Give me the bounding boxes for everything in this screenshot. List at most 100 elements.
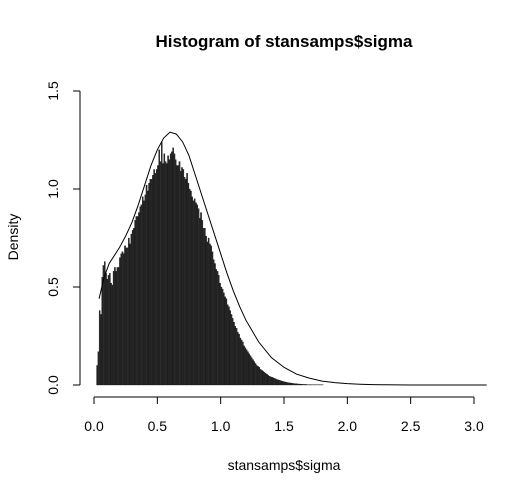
histogram-bar (262, 371, 264, 386)
x-tick-label: 2.5 (401, 418, 421, 434)
chart-title: Histogram of stansamps$sigma (156, 32, 414, 51)
histogram-bar (285, 381, 287, 386)
y-axis-label: Density (5, 214, 21, 261)
y-tick-label: 1.0 (45, 179, 61, 199)
histogram-bar (272, 377, 274, 386)
histogram-bar (196, 204, 198, 386)
histogram-bar (199, 218, 201, 386)
histogram-bar (164, 161, 167, 386)
histogram-bar (130, 233, 133, 386)
histogram-bar (193, 198, 196, 386)
x-tick-label: 0.0 (84, 418, 104, 434)
histogram-bar (212, 259, 215, 386)
histogram-bar (149, 179, 152, 386)
histogram-bar (302, 384, 305, 386)
histogram-bar (256, 365, 258, 386)
histogram-bar (282, 381, 285, 386)
histogram-bar (116, 267, 119, 386)
histogram-bar (253, 361, 255, 386)
histogram-bar (154, 173, 157, 386)
histogram-bar (216, 271, 219, 386)
histogram-bar (98, 310, 101, 386)
histogram-bar (276, 379, 278, 386)
histogram-bar (205, 235, 207, 386)
histogram-bar (183, 177, 186, 386)
histogram-bar (163, 153, 166, 386)
histogram-bar (115, 271, 117, 386)
histogram-bar (125, 247, 128, 386)
histogram-bar (169, 153, 172, 386)
x-axis: 0.0 0.5 1.0 1.5 2.0 2.5 3.0 (84, 396, 484, 434)
histogram-bar (247, 351, 249, 386)
histogram-bar (185, 179, 187, 386)
histogram-bar (126, 247, 129, 386)
histogram-bar (292, 383, 295, 386)
histogram-bar (182, 169, 185, 386)
density-curve (98, 131, 487, 386)
histogram-bar (135, 216, 138, 386)
x-tick-label: 2.0 (338, 418, 358, 434)
histogram-bar (269, 376, 272, 386)
histogram-bar (159, 161, 162, 386)
histogram-bar (96, 365, 98, 386)
histogram-bar (176, 165, 178, 386)
x-tick-label: 3.0 (464, 418, 484, 434)
histogram-bar (239, 337, 242, 386)
histogram-bar (223, 292, 225, 386)
histogram-bar (301, 384, 304, 386)
histogram-bar (267, 375, 269, 386)
histogram-bar (147, 190, 149, 386)
histogram-bar (143, 200, 145, 386)
histogram-bar (187, 182, 190, 386)
histogram-bar (153, 169, 155, 386)
histogram-bar (112, 271, 115, 386)
histogram-bar (209, 243, 211, 386)
histogram-bar (131, 230, 134, 386)
y-tick-label: 0.5 (45, 277, 61, 297)
histogram-bar (299, 383, 301, 386)
histogram-bar (161, 141, 163, 386)
histogram-bar (233, 322, 235, 386)
histogram-bar (287, 382, 290, 386)
histogram-bar (254, 363, 257, 386)
histogram-bar (286, 382, 288, 386)
histogram-bar (190, 190, 192, 386)
histogram-bar (140, 204, 143, 386)
histogram-bar (280, 380, 282, 386)
histogram-bar (237, 331, 239, 386)
histogram-bar (297, 383, 300, 386)
histogram-bar (136, 216, 139, 386)
x-tick-label: 0.5 (148, 418, 168, 434)
histogram-bar (226, 304, 229, 386)
histogram-bar (288, 382, 291, 386)
histogram-bar (224, 296, 226, 386)
histogram-bar (138, 212, 140, 386)
histogram-bar (155, 169, 158, 386)
histogram-bar (148, 182, 150, 386)
y-tick-label: 0.0 (45, 375, 61, 395)
density-curve-layer (98, 131, 487, 386)
histogram-bar (231, 318, 234, 386)
histogram-bar (202, 228, 205, 386)
histogram-bar (304, 384, 306, 386)
y-axis: 0.0 0.5 1.0 1.5 (45, 81, 81, 395)
histogram-bar (158, 149, 160, 386)
histogram-bar (221, 288, 224, 386)
histogram-bar (290, 382, 292, 386)
histogram-bar (168, 159, 171, 386)
histogram-bar (204, 228, 206, 386)
histogram-bar (278, 380, 281, 386)
histogram-bar (114, 267, 116, 386)
histogram-bar (268, 376, 271, 386)
histogram-bar (166, 163, 168, 386)
histogram-bar (142, 196, 144, 386)
histogram-bar (281, 380, 283, 386)
histogram-bar (123, 253, 125, 386)
histogram-bar (305, 384, 307, 386)
histogram-bar (300, 384, 302, 386)
histogram-bar (197, 208, 200, 386)
histogram-bar (229, 310, 231, 386)
histogram-bar (128, 237, 130, 386)
histogram-bar (121, 251, 124, 386)
